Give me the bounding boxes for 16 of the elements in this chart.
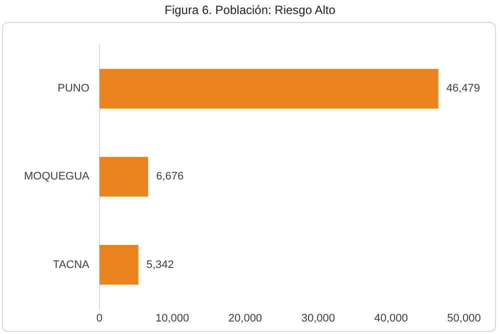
bar — [99, 68, 438, 108]
x-tick-label: 50,000 — [447, 312, 481, 324]
y-tick-label: MOQUEGUA — [24, 170, 90, 183]
data-label: 5,342 — [146, 258, 174, 271]
bar — [99, 156, 148, 197]
data-label: 6,676 — [156, 170, 184, 183]
x-tick-label: 10,000 — [155, 312, 190, 324]
x-tick-label: 0 — [96, 312, 102, 324]
y-tick-label: PUNO — [58, 82, 90, 95]
bar — [99, 244, 138, 285]
x-tick-label: 20,000 — [228, 312, 262, 324]
y-tick-label: TACNA — [52, 258, 90, 271]
data-label: 46,479 — [446, 82, 480, 95]
x-tick-label: 40,000 — [374, 312, 408, 324]
x-tick-label: 30,000 — [301, 312, 335, 324]
chart-title: Figura 6. Población: Riesgo Alto — [164, 2, 336, 19]
